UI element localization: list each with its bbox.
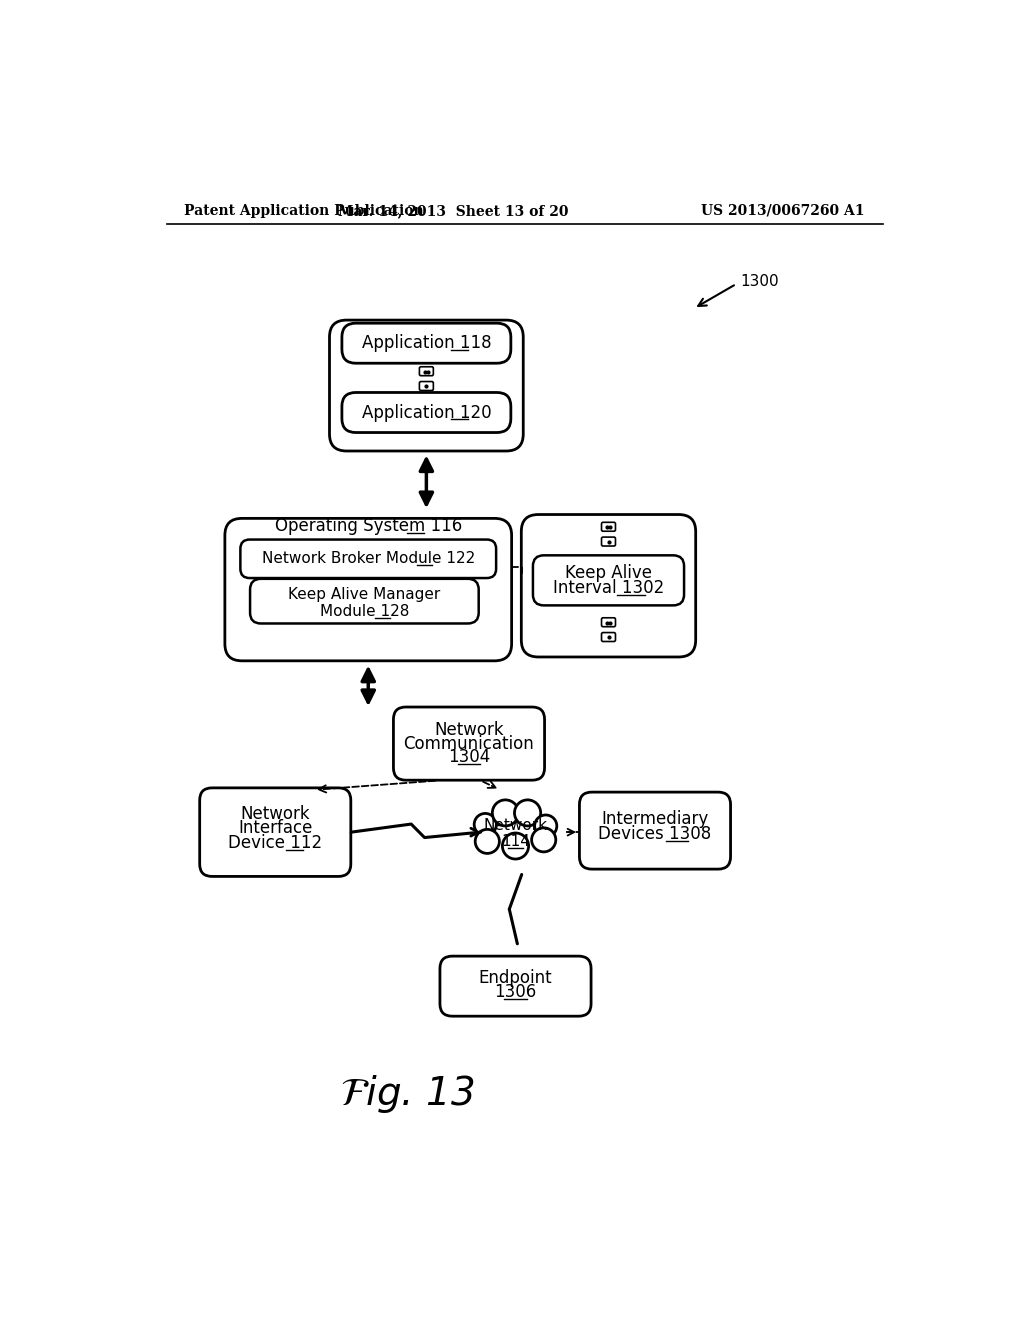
FancyBboxPatch shape — [200, 788, 351, 876]
Text: Keep Alive: Keep Alive — [565, 565, 652, 582]
FancyBboxPatch shape — [601, 618, 615, 627]
FancyBboxPatch shape — [601, 632, 615, 642]
FancyBboxPatch shape — [521, 515, 695, 657]
Text: Keep Alive Manager: Keep Alive Manager — [288, 587, 440, 602]
Text: Device 112: Device 112 — [228, 834, 323, 851]
Text: Mar. 14, 2013  Sheet 13 of 20: Mar. 14, 2013 Sheet 13 of 20 — [338, 203, 568, 218]
Circle shape — [531, 828, 556, 851]
Text: Intermediary: Intermediary — [601, 810, 709, 828]
Text: $\mathcal{F}$ig. 13: $\mathcal{F}$ig. 13 — [340, 1073, 474, 1115]
FancyBboxPatch shape — [532, 556, 684, 606]
Text: Interval 1302: Interval 1302 — [553, 579, 665, 597]
Text: Communication: Communication — [403, 735, 535, 752]
FancyBboxPatch shape — [420, 381, 433, 391]
FancyBboxPatch shape — [601, 523, 615, 531]
FancyBboxPatch shape — [330, 321, 523, 451]
Circle shape — [503, 833, 528, 859]
Text: Interface: Interface — [238, 820, 312, 837]
FancyBboxPatch shape — [342, 392, 511, 433]
Text: 1304: 1304 — [447, 748, 490, 767]
Text: 114: 114 — [501, 834, 530, 849]
FancyBboxPatch shape — [420, 367, 433, 376]
FancyBboxPatch shape — [601, 537, 615, 546]
FancyBboxPatch shape — [393, 708, 545, 780]
Circle shape — [493, 800, 518, 826]
Text: Devices 1308: Devices 1308 — [598, 825, 712, 842]
Text: Application 118: Application 118 — [361, 334, 492, 352]
Text: Network: Network — [241, 805, 310, 822]
Circle shape — [474, 813, 497, 836]
Text: Network: Network — [434, 721, 504, 739]
Text: US 2013/0067260 A1: US 2013/0067260 A1 — [700, 203, 864, 218]
FancyBboxPatch shape — [241, 540, 496, 578]
FancyBboxPatch shape — [342, 323, 511, 363]
Text: Network Broker Module 122: Network Broker Module 122 — [261, 552, 475, 566]
Circle shape — [514, 800, 541, 826]
FancyBboxPatch shape — [250, 578, 478, 623]
Text: Patent Application Publication: Patent Application Publication — [183, 203, 424, 218]
Text: Operating System 116: Operating System 116 — [274, 517, 462, 536]
Text: Application 120: Application 120 — [361, 404, 492, 421]
Text: Network: Network — [483, 818, 548, 833]
Text: Module 128: Module 128 — [319, 603, 409, 619]
Circle shape — [475, 829, 500, 854]
Text: 1306: 1306 — [495, 983, 537, 1002]
FancyBboxPatch shape — [225, 519, 512, 661]
Text: 1300: 1300 — [740, 275, 779, 289]
Text: Endpoint: Endpoint — [478, 969, 552, 987]
FancyBboxPatch shape — [440, 956, 591, 1016]
Circle shape — [535, 814, 557, 837]
FancyBboxPatch shape — [580, 792, 730, 869]
